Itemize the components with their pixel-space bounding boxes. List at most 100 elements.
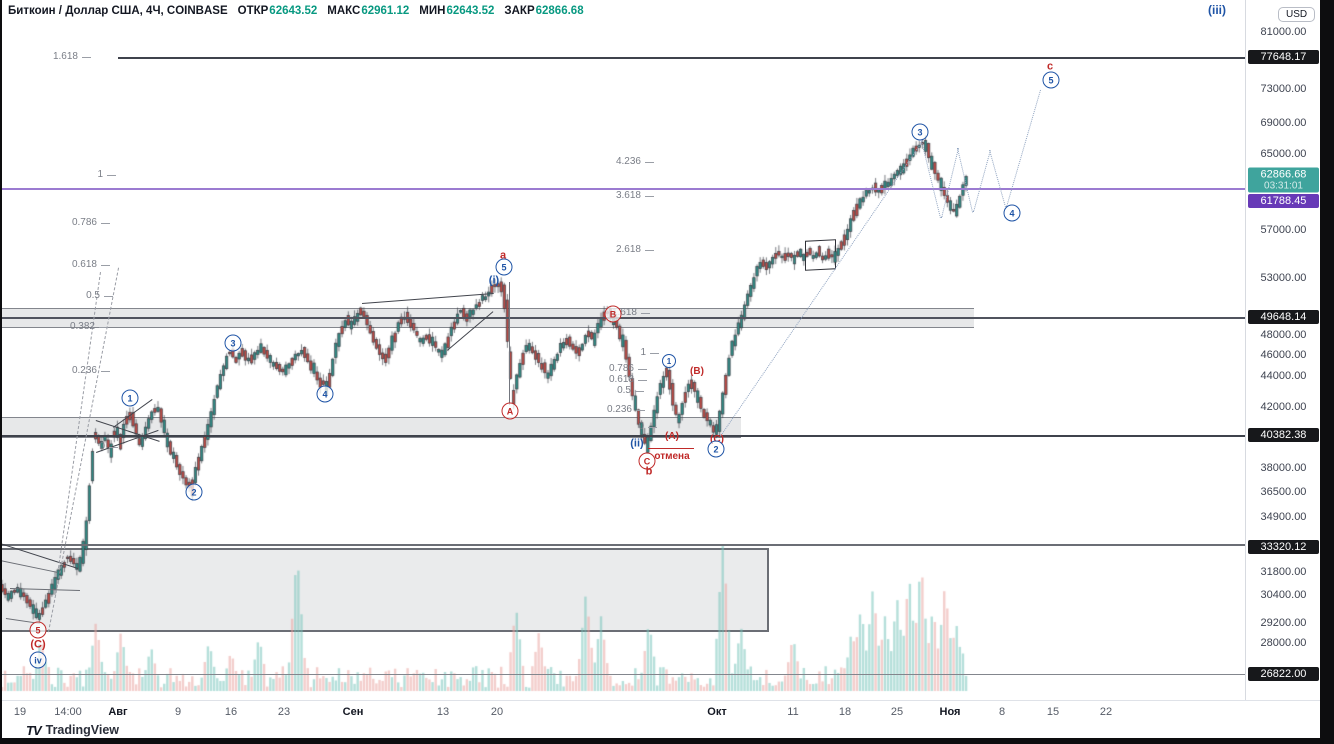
symbol-header: Биткоин / Доллар США, 4Ч, COINBASE ОТКР … — [8, 5, 584, 17]
wave-label-C[interactable]: C — [638, 452, 656, 470]
price-tick: 65000.00 — [1260, 148, 1307, 160]
fib-retracement-label: 0.382 — [69, 321, 95, 332]
wave-label-4[interactable]: 4 — [1003, 204, 1021, 222]
time-tick: 13 — [436, 706, 450, 718]
wave-label-1[interactable]: 1 — [662, 354, 676, 368]
price-badge: 49648.14 — [1248, 310, 1319, 324]
fib-extension-label-tick — [641, 313, 650, 314]
fib-extension-label: 1 — [640, 347, 646, 358]
price-tick: 53000.00 — [1260, 272, 1307, 284]
time-tick: 23 — [277, 706, 291, 718]
wave-label-5[interactable]: 5 — [1042, 71, 1060, 89]
time-tick: 19 — [13, 706, 27, 718]
fib-retracement-label: 1 — [97, 169, 103, 180]
time-axis[interactable]: 19 14:00 Авг 9 16 23 Сен 13 20 Окт 11 18 25 Ноя 8 15 22 — [0, 700, 1320, 723]
wave-label-A[interactable]: A — [501, 402, 519, 420]
horizontal-level-line — [0, 317, 1245, 319]
price-tick: 38000.00 — [1260, 462, 1307, 474]
candlestick-canvas[interactable] — [0, 0, 1245, 700]
price-tick: 73000.00 — [1260, 83, 1307, 95]
fib-retracement-label-tick — [109, 447, 118, 448]
time-tick: Авг — [108, 706, 128, 718]
time-tick: 25 — [890, 706, 904, 718]
wave-label-iii[interactable]: (iii) — [1208, 3, 1226, 17]
price-tick: 57000.00 — [1260, 224, 1307, 236]
fib-extension-label: 1.618 — [611, 307, 637, 318]
left-frame-strip — [0, 0, 2, 744]
price-tick: 46000.00 — [1260, 349, 1307, 361]
tradingview-logo[interactable]: TV TradingView — [26, 723, 119, 738]
tradingview-logo-text: TradingView — [45, 723, 120, 737]
price-badge: 40382.38 — [1248, 428, 1319, 442]
fib-extension-label-tick — [650, 353, 659, 354]
wave-label-B[interactable]: (B) — [690, 366, 704, 377]
fib-retracement-label-tick — [104, 296, 113, 297]
wave-label-2[interactable]: 2 — [707, 440, 725, 458]
fib-extension-label: 0 — [638, 421, 644, 432]
wave-label-3[interactable]: 3 — [224, 334, 242, 352]
fib-retracement-label-tick — [82, 57, 91, 58]
wave-label-ii[interactable]: (ii) — [630, 437, 644, 450]
fib-retracement-label-tick — [99, 327, 108, 328]
time-tick: 9 — [174, 706, 182, 718]
fib-retracement-label-tick — [101, 371, 110, 372]
time-tick: 15 — [1046, 706, 1060, 718]
wave-label-1[interactable]: 1 — [121, 389, 139, 407]
chart-plot-area[interactable]: 1.618 1 0.786 0.618 0.5 0.382 0.236 0 4.236 3.618… — [0, 0, 1245, 700]
fib-retracement-label-tick — [101, 223, 110, 224]
wave-label-2[interactable]: 2 — [185, 483, 203, 501]
price-tick: 31800.00 — [1260, 566, 1307, 578]
price-tick: 44000.00 — [1260, 370, 1307, 382]
trendline — [509, 282, 510, 405]
fib-extension-label: 0.786 — [608, 363, 634, 374]
fib-retracement-label: 0 — [99, 441, 105, 452]
fib-retracement-label: 0.618 — [71, 259, 97, 270]
price-tick: 30400.00 — [1260, 589, 1307, 601]
fib-extension-label-tick — [638, 369, 647, 370]
currency-unit-button[interactable]: USD — [1278, 7, 1316, 22]
wave-label-C[interactable]: (C) — [710, 434, 724, 445]
horizontal-level-line — [0, 674, 1245, 676]
fib-retracement-label: 1.618 — [52, 51, 78, 62]
wave-label-A[interactable]: (A) — [665, 431, 679, 442]
price-badge: 61788.45 — [1248, 194, 1319, 208]
horizontal-level-line — [118, 57, 1245, 59]
fib-extension-label-tick — [645, 250, 654, 251]
wave-label-5[interactable]: 5 — [495, 258, 513, 276]
symbol-title[interactable]: Биткоин / Доллар США, 4Ч, COINBASE — [8, 5, 228, 17]
wave-label-i[interactable]: (i) — [488, 274, 500, 287]
price-tick: 29200.00 — [1260, 617, 1307, 629]
wave-label-C[interactable]: (C) — [30, 638, 46, 651]
price-tick: 36500.00 — [1260, 486, 1307, 498]
fib-extension-label-tick — [638, 380, 647, 381]
wave-label-4[interactable]: 4 — [316, 385, 334, 403]
wave-label-3[interactable]: 3 — [911, 123, 929, 141]
fib-retracement-label-tick — [107, 175, 116, 176]
price-axis[interactable]: 81000.00 73000.00 69000.00 65000.00 57000.00… — [1245, 0, 1321, 700]
price-tick: 34900.00 — [1260, 511, 1307, 523]
wave-label-отмена[interactable]: отмена — [654, 451, 690, 462]
bar-countdown: 03:31:01 — [1264, 180, 1303, 192]
wave-label-a[interactable]: a — [499, 249, 507, 262]
wave-label-c[interactable]: c — [1046, 60, 1054, 73]
ohlc-low: МИН 62643.52 — [419, 5, 495, 17]
price-tick: 28000.00 — [1260, 637, 1307, 649]
wave-label-5[interactable]: 5 — [29, 621, 47, 639]
time-tick: 16 — [224, 706, 238, 718]
fib-extension-label: 2.618 — [615, 244, 641, 255]
time-tick: Ноя — [939, 706, 961, 718]
price-tick: 81000.00 — [1260, 26, 1307, 38]
fib-retracement-label: 0.786 — [71, 217, 97, 228]
time-tick: 11 — [787, 706, 799, 718]
fib-extension-label-tick — [645, 196, 654, 197]
fib-extension-label: 0.618 — [608, 374, 634, 385]
footer-bar: TV TradingView — [0, 722, 1320, 738]
horizontal-level-line — [0, 188, 1245, 190]
wave-label-iv[interactable]: iv — [29, 651, 47, 669]
wave-label-b[interactable]: b — [645, 465, 653, 478]
fib-extension-label-tick — [648, 427, 657, 428]
price-badge: 77648.17 — [1248, 50, 1319, 64]
wave-label-B[interactable]: B — [604, 305, 622, 323]
price-tick: 48000.00 — [1260, 329, 1307, 341]
